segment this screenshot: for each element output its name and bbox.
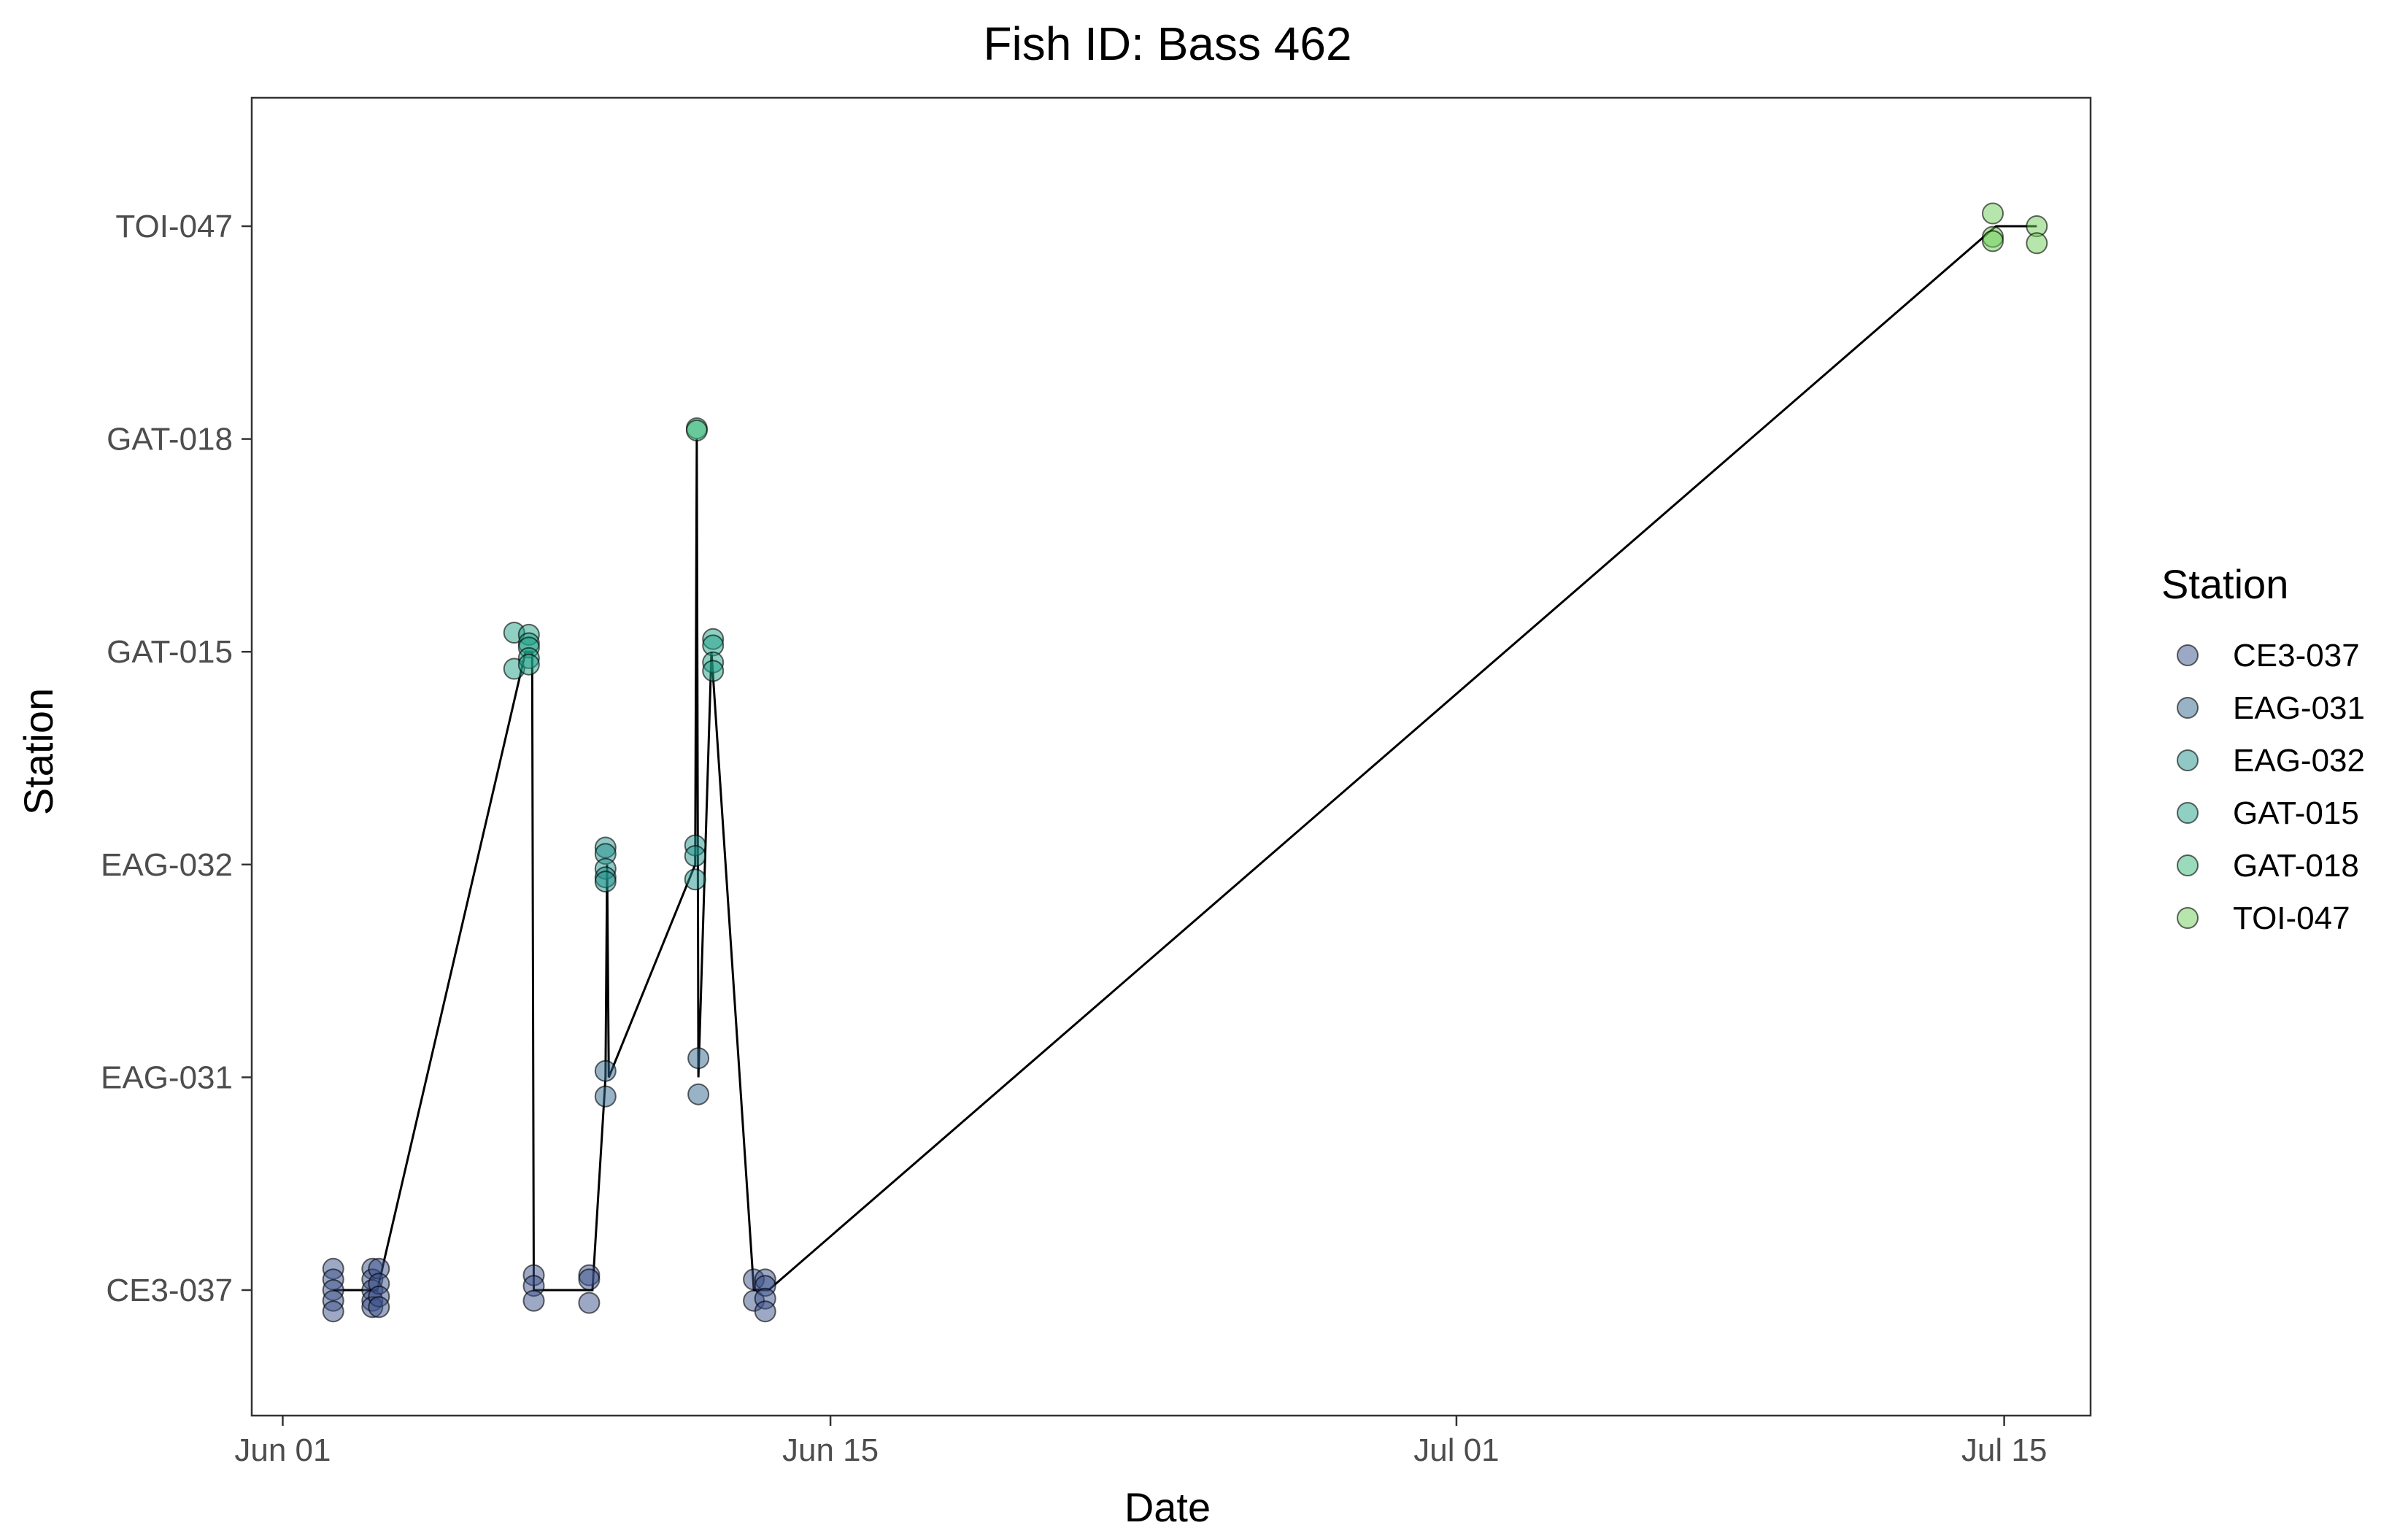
x-tick-label: Jun 01 xyxy=(234,1432,331,1468)
legend-key xyxy=(2177,854,2199,876)
legend-label: CE3-037 xyxy=(2233,638,2360,674)
legend-label: GAT-018 xyxy=(2233,848,2359,884)
data-point xyxy=(1982,202,2004,225)
data-point xyxy=(702,660,725,682)
data-point xyxy=(687,1047,710,1070)
data-point xyxy=(368,1296,390,1319)
data-point xyxy=(578,1292,601,1314)
legend-title: Station xyxy=(2161,561,2288,607)
y-tick-label: GAT-018 xyxy=(107,422,233,458)
data-point xyxy=(1982,230,2004,252)
data-point xyxy=(517,653,540,676)
data-point xyxy=(594,1085,617,1108)
data-point xyxy=(2026,232,2048,255)
legend-key xyxy=(2177,802,2199,824)
legend-key xyxy=(2177,644,2199,666)
data-point xyxy=(594,871,617,893)
legend-key xyxy=(2177,697,2199,719)
y-axis-title: Station xyxy=(15,688,61,815)
x-tick-label: Jul 15 xyxy=(1961,1432,2047,1468)
y-tick-label: TOI-047 xyxy=(115,209,233,244)
x-tick-label: Jun 15 xyxy=(782,1432,879,1468)
data-point xyxy=(684,845,706,868)
data-point xyxy=(522,1289,545,1312)
legend-label: TOI-047 xyxy=(2233,900,2350,936)
legend-label: EAG-032 xyxy=(2233,743,2365,779)
data-point xyxy=(685,419,708,441)
chart-title: Fish ID: Bass 462 xyxy=(983,18,1351,70)
y-tick-label: EAG-031 xyxy=(101,1060,233,1095)
x-tick-label: Jul 01 xyxy=(1413,1432,1499,1468)
plot-panel xyxy=(250,96,2092,1417)
data-point xyxy=(754,1300,776,1323)
data-point xyxy=(594,1060,617,1082)
data-point xyxy=(687,1083,710,1105)
legend: CE3-037 EAG-031 EAG-032 GAT-015 GAT-018 TOI-0… xyxy=(2177,638,2365,936)
legend-label: EAG-031 xyxy=(2233,690,2365,726)
legend-key xyxy=(2177,749,2199,771)
x-axis-title: Date xyxy=(1124,1484,1211,1530)
data-point xyxy=(578,1268,601,1291)
y-tick-label: GAT-015 xyxy=(107,634,233,670)
y-tick-label: EAG-032 xyxy=(101,847,233,883)
data-point xyxy=(322,1300,344,1323)
legend-key xyxy=(2177,907,2199,929)
data-point xyxy=(684,868,706,891)
y-tick-label: CE3-037 xyxy=(106,1273,233,1308)
plot-area: Jun 01 Jun 15 Jul 01 Jul 15 CE3-037 EAG-031 EA… xyxy=(101,96,2092,1468)
legend-label: GAT-015 xyxy=(2233,795,2359,831)
